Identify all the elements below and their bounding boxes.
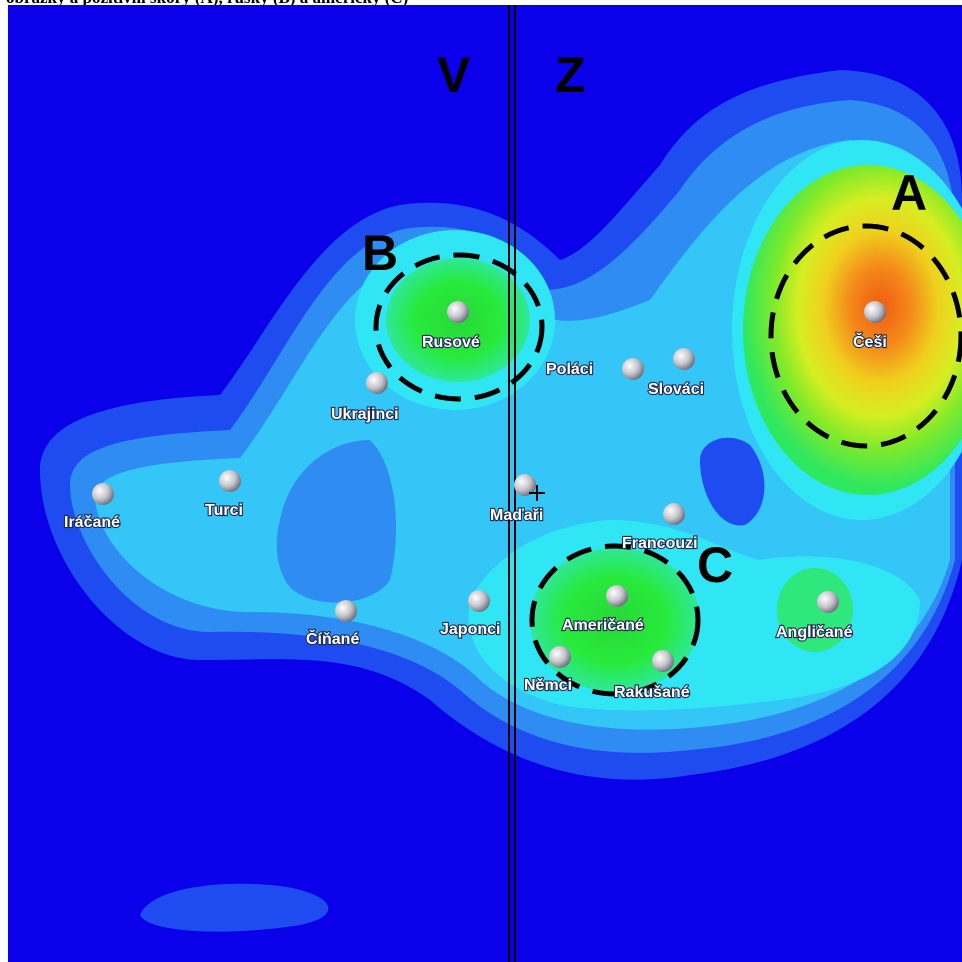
- node-sphere-japonci: [468, 590, 490, 612]
- node-sphere-nemci: [549, 646, 571, 668]
- node-label-anglicane: Angličané: [776, 624, 853, 641]
- cluster-label-c: C: [697, 537, 733, 593]
- contour-hole: [700, 437, 765, 526]
- node-label-japonci: Japonci: [440, 621, 500, 638]
- node-sphere-slovaci: [673, 348, 695, 370]
- node-sphere-cinane: [335, 600, 357, 622]
- crosshair-icon: [529, 485, 545, 501]
- node-label-nemci: Němci: [524, 677, 572, 694]
- node-sphere-ukrajinci: [366, 372, 388, 394]
- node-label-polaci: Poláci: [546, 361, 593, 378]
- node-label-rakusane: Rakušané: [614, 684, 690, 701]
- node-label-rusove: Rusové: [422, 334, 480, 351]
- peak-anglicane: [777, 568, 853, 652]
- contour-left-pocket: [276, 440, 396, 603]
- cluster-label-b: B: [362, 225, 398, 281]
- node-sphere-rakusane: [652, 650, 674, 672]
- contour-bottom-blob: [140, 883, 329, 932]
- node-sphere-anglicane: [817, 591, 839, 613]
- node-label-ukrajinci: Ukrajinci: [331, 406, 399, 423]
- caption-text: obrázky a pozitivní skóry (A), ruský (B)…: [0, 0, 962, 8]
- axis-label-left: V: [437, 47, 471, 103]
- node-sphere-madari: [514, 474, 536, 496]
- node-sphere-turci: [219, 470, 241, 492]
- node-label-cesi: Češi: [853, 332, 887, 351]
- node-sphere-iracane: [92, 483, 114, 505]
- cluster-circle-a: [768, 223, 962, 449]
- node-sphere-rusove: [447, 301, 469, 323]
- node-sphere-americane: [606, 585, 628, 607]
- node-sphere-cesi: [864, 301, 886, 323]
- node-markers: [92, 301, 886, 672]
- node-label-slovaci: Slováci: [648, 381, 704, 398]
- node-label-francouzi: Francouzi: [622, 535, 698, 552]
- cluster-circle-c: [529, 543, 701, 697]
- node-label-iracane: Iráčané: [64, 514, 120, 531]
- node-label-americane: Američané: [562, 617, 644, 634]
- cluster-circle-b: [373, 252, 545, 402]
- node-sphere-polaci: [622, 358, 644, 380]
- node-sphere-francouzi: [663, 503, 685, 525]
- axis-label-right: Z: [555, 47, 586, 103]
- peak-cesi: [743, 165, 962, 495]
- cluster-label-a: A: [891, 165, 927, 221]
- node-label-madari: Maďaři: [490, 507, 543, 524]
- node-label-cinane: Číňané: [306, 629, 359, 648]
- node-label-turci: Turci: [205, 502, 243, 519]
